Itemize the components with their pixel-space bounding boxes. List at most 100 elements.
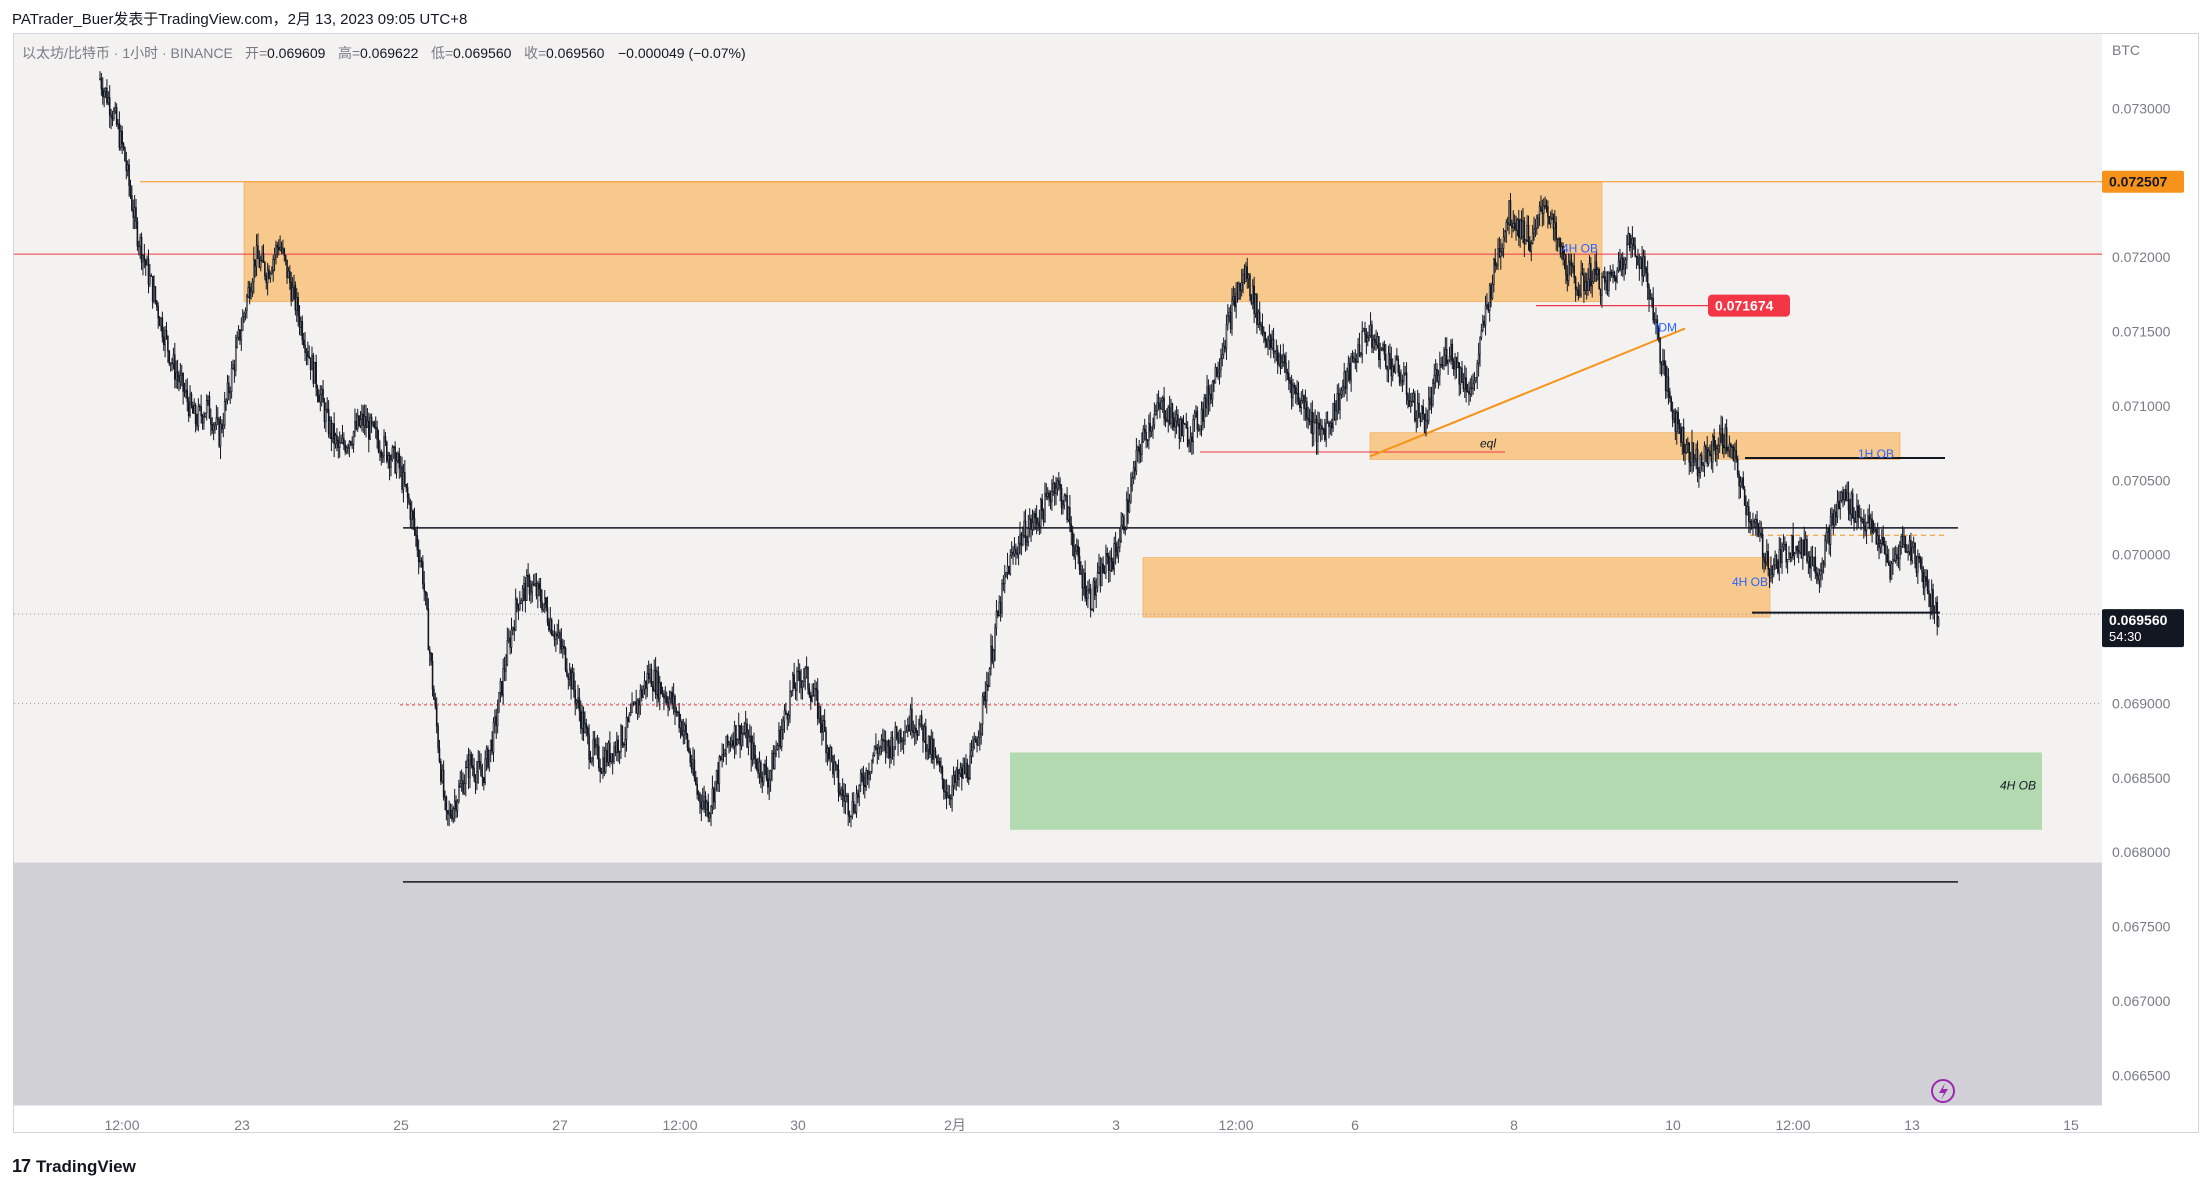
candle-body <box>488 749 491 768</box>
candle-body <box>1138 446 1140 453</box>
candle-body <box>476 771 478 783</box>
candle-body <box>225 399 227 402</box>
candle-body <box>426 594 428 610</box>
candle-body <box>343 437 345 446</box>
candle-body <box>1358 344 1361 356</box>
candle-body <box>1779 549 1782 564</box>
candle-body <box>1328 422 1330 427</box>
tradingview-logo[interactable]: 17 TradingView <box>12 1156 136 1177</box>
candle-body <box>1458 362 1461 385</box>
candle-body <box>1614 277 1617 282</box>
candle-body <box>891 737 894 756</box>
candle-body <box>1594 261 1596 270</box>
candle-body <box>243 313 245 317</box>
candle-body <box>160 317 162 327</box>
candle-body <box>158 317 161 327</box>
x-tick-label: 3 <box>1112 1117 1120 1133</box>
candle-body <box>865 770 867 788</box>
candle-body <box>336 435 338 441</box>
annotations: 4H OB IDM eql 1H OB 4H OB 4H OB <box>1480 242 2036 793</box>
candle-body <box>410 510 413 520</box>
candle-body <box>754 755 757 760</box>
candle-body <box>1802 539 1804 559</box>
candle-body <box>909 708 912 731</box>
candle-body <box>575 699 578 704</box>
candle-body <box>987 684 989 688</box>
candle-body <box>550 619 553 635</box>
candle-body <box>1545 205 1548 208</box>
candle-body <box>1864 525 1866 532</box>
candle-body <box>1433 374 1436 384</box>
candle-body <box>539 588 542 602</box>
candle-body <box>1121 516 1124 526</box>
candle-body <box>1709 450 1711 455</box>
candle-body <box>1451 343 1454 362</box>
candle-body <box>1724 427 1727 449</box>
candle-body <box>1865 521 1868 532</box>
candle-body <box>1256 294 1258 325</box>
candle-body <box>574 689 577 704</box>
candle-body <box>1581 272 1584 276</box>
candle-body <box>100 78 103 90</box>
candle-body <box>1707 450 1710 464</box>
candle-body <box>1606 280 1609 291</box>
candle-body <box>1674 411 1677 432</box>
candle-body <box>1056 480 1059 489</box>
candle-body <box>614 746 617 753</box>
candle-body <box>254 259 256 267</box>
candle-body <box>433 688 435 700</box>
candle-body <box>1596 269 1599 275</box>
candle-body <box>823 720 826 732</box>
candle-body <box>1498 248 1501 257</box>
candle-body <box>586 727 589 736</box>
candle-body <box>362 413 365 426</box>
candle-body <box>890 737 892 758</box>
candle-body <box>1857 505 1860 518</box>
candle-body <box>223 401 226 426</box>
candle-body <box>1844 489 1847 501</box>
candle-body <box>541 601 543 610</box>
candle-body <box>1013 548 1016 555</box>
candle-body <box>1705 445 1707 450</box>
candle-body <box>1069 507 1071 525</box>
candle-body <box>1583 274 1585 291</box>
candle-body <box>1132 467 1135 478</box>
candle-body <box>1312 421 1315 435</box>
candle-body <box>506 640 509 666</box>
candle-body <box>1878 535 1880 548</box>
candle-body <box>1735 450 1738 460</box>
candle-body <box>1748 506 1750 522</box>
candle-body <box>933 750 935 760</box>
candle-body <box>1078 555 1081 570</box>
candle-body <box>319 394 322 403</box>
candle-body <box>1117 546 1120 557</box>
zone-1 <box>1369 432 1901 460</box>
candle-body <box>334 435 337 445</box>
candle-body <box>1786 559 1789 563</box>
lightning-icon[interactable] <box>1931 1079 1955 1103</box>
candle-body <box>1797 550 1800 553</box>
candle-body <box>1382 344 1384 349</box>
candle-body <box>462 780 464 794</box>
legend-close-value: 0.069560 <box>546 45 605 61</box>
candle-body <box>405 484 407 488</box>
candle-body <box>459 783 462 788</box>
candle-body <box>1689 461 1692 467</box>
candle-body <box>895 726 898 739</box>
candle-body <box>1016 552 1019 555</box>
candle-body <box>161 317 164 338</box>
candle-body <box>1274 351 1276 354</box>
candle-body <box>1429 397 1431 400</box>
candle-body <box>999 601 1002 614</box>
candle-body <box>1051 491 1053 502</box>
candle-body <box>566 669 568 676</box>
candle-body <box>1613 271 1616 279</box>
candle-body <box>1002 583 1005 585</box>
candle-body <box>731 740 733 746</box>
candle-body <box>694 777 697 785</box>
legend-change: −0.000049 (−0.07%) <box>618 45 746 61</box>
candle-body <box>273 254 276 260</box>
candle-body <box>234 346 237 371</box>
candle-body <box>904 732 906 742</box>
